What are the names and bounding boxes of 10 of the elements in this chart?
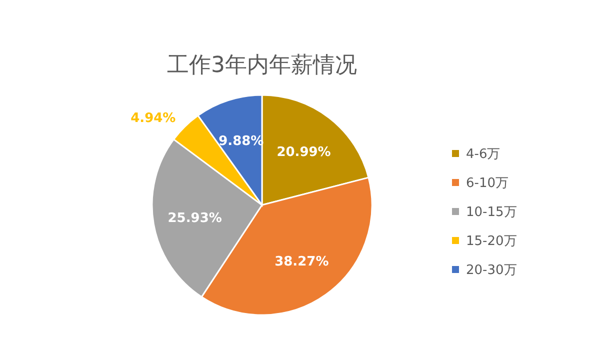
legend-label: 4-6万 — [466, 147, 500, 162]
data-label: 25.93% — [168, 210, 222, 226]
data-label: 4.94% — [130, 111, 176, 126]
data-label: 20.99% — [276, 145, 331, 160]
chart-title: 工作3年内年薪情况 — [167, 53, 357, 78]
data-label: 38.27% — [274, 254, 329, 270]
legend-label: 20-30万 — [466, 263, 517, 278]
legend-label: 6-10万 — [466, 176, 509, 191]
legend-label: 15-20万 — [466, 234, 517, 249]
legend-label: 10-15万 — [466, 205, 517, 220]
